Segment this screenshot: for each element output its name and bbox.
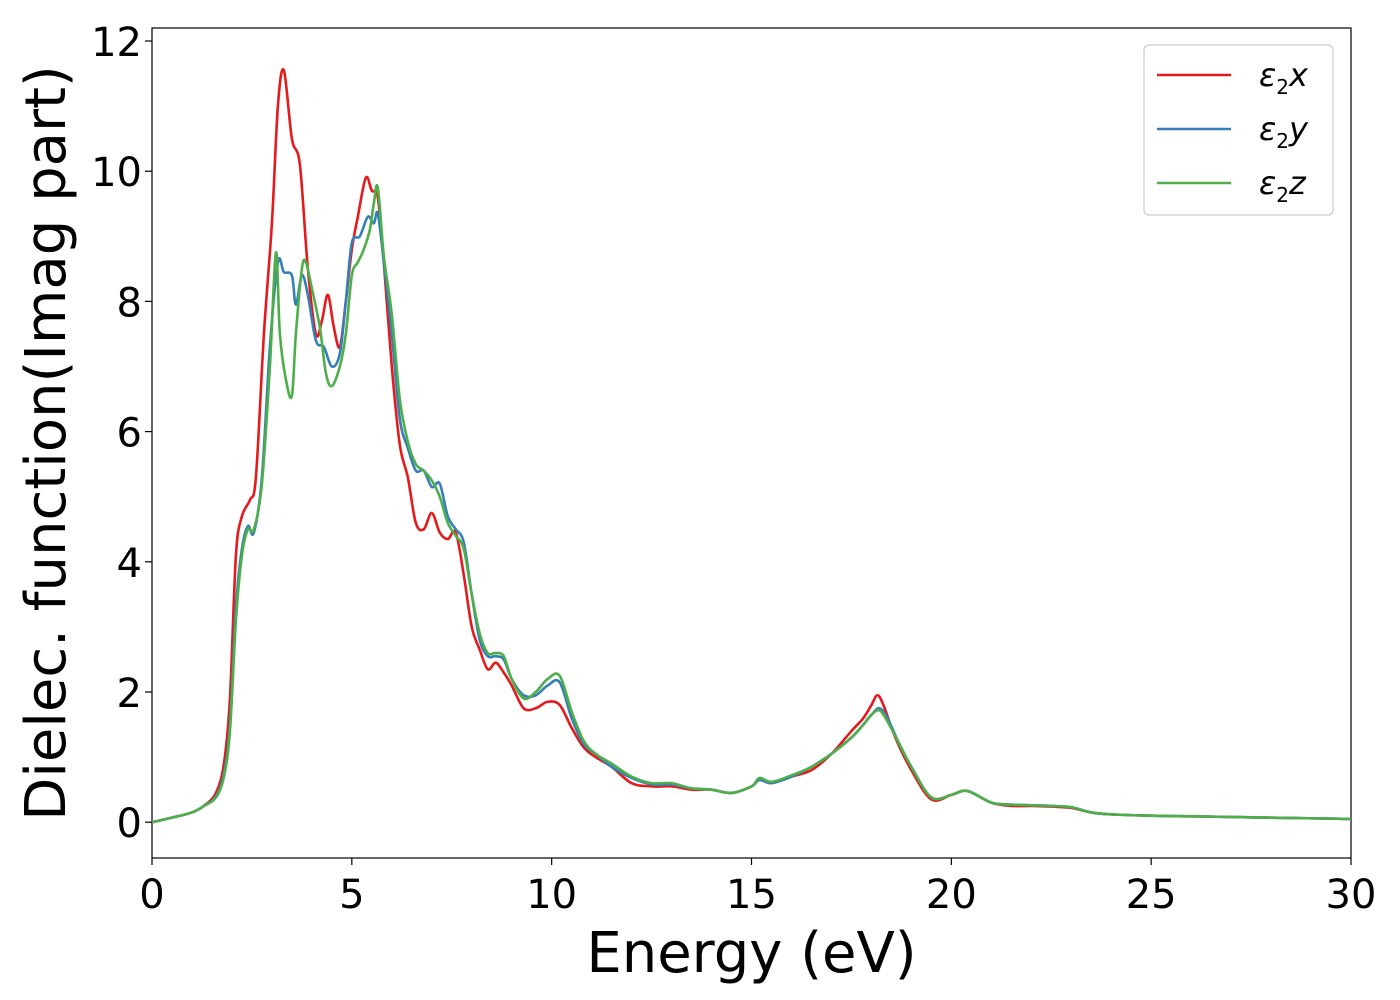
y-tick-label: 12 [91, 20, 142, 66]
x-tick-label: 25 [1126, 872, 1177, 918]
series-line-x [151, 67, 1352, 824]
legend-label-base: ε [1259, 164, 1276, 202]
y-tick-label: 4 [117, 541, 142, 587]
y-tick-label: 6 [117, 411, 142, 457]
y-axis-title: Dielec. function(Imag part) [14, 65, 79, 821]
series-lines [151, 67, 1352, 824]
legend-label-base: ε [1259, 110, 1276, 148]
y-tick-label: 10 [91, 150, 142, 196]
x-axis-title: Energy (eV) [586, 921, 916, 986]
legend-label-z: ε2z [1259, 164, 1307, 207]
y-tick-label: 2 [117, 671, 142, 717]
x-axis-ticks: 0 5 10 15 20 25 30 [139, 858, 1376, 918]
x-tick-label: 0 [139, 872, 164, 918]
legend-label-subscript: 2 [1276, 75, 1289, 99]
legend-label-variable: x [1288, 56, 1309, 94]
legend-label-base: ε [1259, 56, 1276, 94]
legend-box [1143, 44, 1334, 216]
legend-label-variable: y [1288, 110, 1309, 148]
x-tick-label: 5 [339, 872, 364, 918]
series-line-z [151, 184, 1352, 824]
legend-label-x: ε2x [1259, 56, 1309, 99]
legend-label-variable: z [1288, 164, 1307, 202]
y-tick-label: 0 [117, 801, 142, 847]
y-axis-ticks: 0 2 4 6 8 10 12 [91, 20, 152, 847]
x-tick-label: 15 [726, 872, 777, 918]
legend-label-subscript: 2 [1276, 129, 1289, 153]
x-tick-label: 30 [1326, 872, 1377, 918]
y-tick-label: 8 [117, 280, 142, 326]
legend-label-y: ε2y [1259, 110, 1309, 153]
x-tick-label: 20 [926, 872, 977, 918]
legend-label-subscript: 2 [1276, 183, 1289, 207]
x-tick-label: 10 [526, 872, 577, 918]
